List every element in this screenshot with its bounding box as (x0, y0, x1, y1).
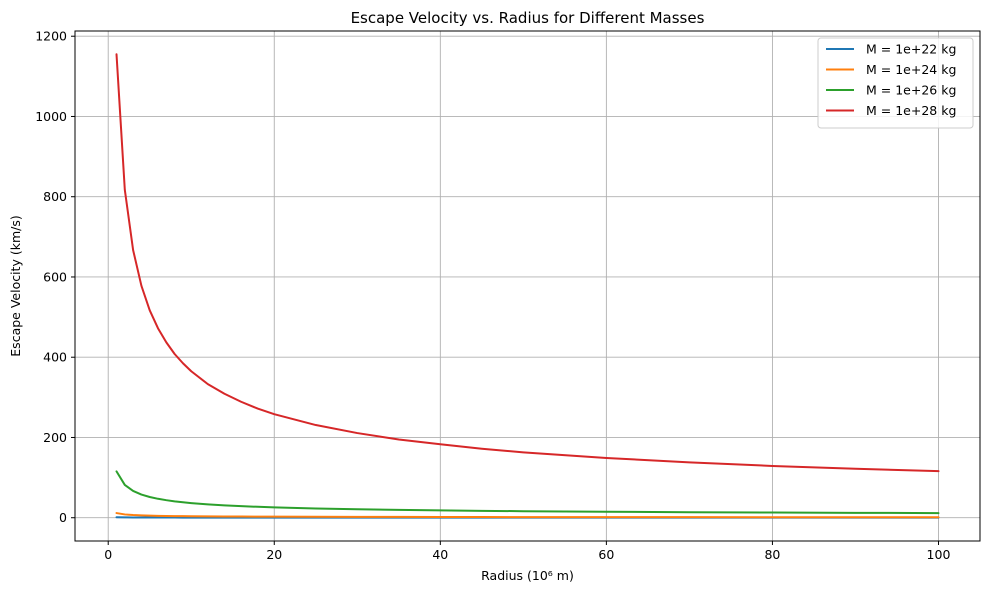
x-tick-label: 100 (927, 547, 951, 562)
y-tick-label: 600 (43, 269, 67, 284)
x-tick-label: 40 (432, 547, 448, 562)
y-tick-label: 400 (43, 350, 67, 365)
legend-box (817, 37, 974, 129)
series-line-4 (115, 53, 940, 473)
y-tick-label: 0 (59, 510, 67, 525)
x-axis-label: Radius (10⁶ m) (481, 568, 574, 583)
legend: M = 1e+22 kg M = 1e+24 kg M = 1e+26 kg M = … (817, 37, 974, 129)
y-tick-label: 800 (43, 189, 67, 204)
legend-label-2: M = 1e+24 kg (866, 62, 956, 77)
x-tick-label: 20 (266, 547, 282, 562)
y-tick-label: 1000 (35, 109, 67, 124)
series-line-3 (115, 470, 940, 515)
chart-title: Escape Velocity vs. Radius for Different… (351, 9, 705, 27)
legend-label-1: M = 1e+22 kg (866, 42, 956, 57)
x-tick-label: 0 (104, 547, 112, 562)
y-tick-label: 1200 (35, 29, 67, 44)
series-line-2 (115, 512, 940, 519)
legend-label-4: M = 1e+28 kg (866, 103, 956, 118)
legend-label-3: M = 1e+26 kg (866, 83, 956, 98)
series-lines (115, 53, 940, 519)
y-axis-label: Escape Velocity (km/s) (8, 215, 23, 356)
plot-area-frame (74, 30, 981, 542)
y-tick-label: 200 (43, 430, 67, 445)
x-tick-label: 80 (764, 547, 780, 562)
x-tick-label: 60 (598, 547, 614, 562)
